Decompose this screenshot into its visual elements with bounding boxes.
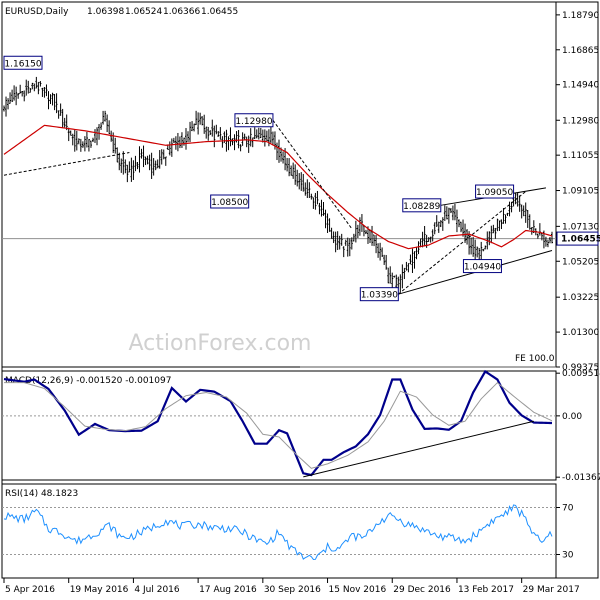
candles xyxy=(3,76,553,295)
price-tick-label: 1.14940 xyxy=(562,81,599,91)
fe-label: FE 100.0 xyxy=(515,354,555,364)
macd-trendline xyxy=(303,420,534,478)
price-annotation-label: 1.12980 xyxy=(235,117,272,127)
price-tick-label: 1.16865 xyxy=(562,46,599,56)
price-tick-label: 1.12980 xyxy=(562,116,599,126)
ohlc-high: 1.06524 xyxy=(125,7,162,17)
price-tick-label: 1.05205 xyxy=(562,257,599,267)
ohlc-close: 1.06455 xyxy=(201,7,238,17)
current-price-tag-label: 1.06455 xyxy=(561,235,600,245)
date-tick-label: 15 Nov 2016 xyxy=(329,585,387,595)
price-annotation-label: 1.16150 xyxy=(4,59,41,69)
price-annotation-box xyxy=(475,184,515,199)
price-annotation-box xyxy=(210,194,250,209)
price-tick-label: 1.18790 xyxy=(562,11,599,21)
price-annotation-box xyxy=(359,287,399,302)
rsi-tick-label: 70 xyxy=(562,504,574,514)
price-trendline xyxy=(272,119,353,230)
chart-title: EURUSD,Daily xyxy=(5,7,69,17)
price-annotation-box xyxy=(402,198,442,213)
price-annotation-label: 1.03390 xyxy=(361,291,398,301)
price-tick-label: 1.03225 xyxy=(562,293,599,303)
date-tick-label: 19 May 2016 xyxy=(70,585,129,595)
rsi-tick-label: 30 xyxy=(562,551,574,561)
panel-frame-0 xyxy=(1,1,557,368)
date-tick-label: 30 Sep 2016 xyxy=(264,585,321,595)
macd-line xyxy=(3,369,553,477)
macd-tick-label: -0.013671 xyxy=(562,473,600,483)
price-annotation-box xyxy=(3,55,43,70)
price-trendline xyxy=(398,191,527,295)
ohlc-low: 1.06366 xyxy=(163,7,200,17)
moving-average-line xyxy=(3,124,553,250)
macd-tick-label: 0.00 xyxy=(562,412,582,422)
date-tick-label: 13 Feb 2017 xyxy=(458,585,514,595)
price-annotation-label: 1.04940 xyxy=(464,263,501,273)
price-trendline xyxy=(3,152,130,176)
date-tick-label: 29 Mar 2017 xyxy=(523,585,580,595)
ohlc-open: 1.06398 xyxy=(87,7,124,17)
price-tick-label: 1.07130 xyxy=(562,222,599,232)
macd-signal-line xyxy=(4,381,553,469)
price-tick-label: 0.99375 xyxy=(562,363,599,373)
price-annotation-label: 1.09050 xyxy=(476,188,513,198)
date-tick-label: 5 Apr 2016 xyxy=(5,585,55,595)
price-annotation-box xyxy=(462,259,502,274)
watermark: ActionForex.com xyxy=(129,331,312,356)
panel-frame-1 xyxy=(1,370,557,481)
price-annotation-label: 1.08289 xyxy=(403,202,440,212)
price-tick-label: 1.11055 xyxy=(562,151,599,161)
price-tick-label: 1.01300 xyxy=(562,328,599,338)
macd-title: MACD(12,26,9) -0.001520 -0.001097 xyxy=(5,376,171,386)
price-annotation-box xyxy=(234,113,274,128)
price-annotation-label: 1.08500 xyxy=(211,198,248,208)
date-tick-label: 4 Jul 2016 xyxy=(134,585,179,595)
panel-frame-2 xyxy=(1,483,557,579)
current-price-tag xyxy=(556,231,599,246)
outer-frame xyxy=(1,1,599,579)
price-tick-label: 1.09105 xyxy=(562,187,599,197)
date-tick-label: 29 Dec 2016 xyxy=(393,585,451,595)
rsi-title: RSI(14) 48.1823 xyxy=(5,489,78,499)
macd-tick-label: 0.009514 xyxy=(562,369,600,379)
rsi-line xyxy=(3,504,553,560)
date-tick-label: 17 Aug 2016 xyxy=(199,585,257,595)
